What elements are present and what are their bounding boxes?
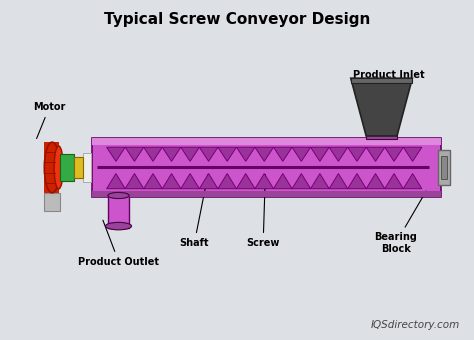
Bar xyxy=(108,195,129,228)
Bar xyxy=(438,150,450,185)
Polygon shape xyxy=(310,174,329,189)
Bar xyxy=(441,155,447,180)
Text: Screw: Screw xyxy=(246,174,280,248)
Polygon shape xyxy=(292,147,310,162)
Text: Product Inlet: Product Inlet xyxy=(353,70,425,104)
Ellipse shape xyxy=(54,146,63,189)
Text: Product Outlet: Product Outlet xyxy=(78,220,159,267)
Polygon shape xyxy=(181,147,200,162)
Polygon shape xyxy=(385,147,403,162)
Bar xyxy=(366,131,397,139)
Polygon shape xyxy=(125,147,144,162)
Polygon shape xyxy=(348,147,366,162)
Polygon shape xyxy=(273,147,292,162)
Polygon shape xyxy=(348,174,366,189)
Polygon shape xyxy=(144,174,162,189)
Text: Shaft: Shaft xyxy=(180,174,209,248)
Polygon shape xyxy=(162,147,181,162)
Text: Bearing
Block: Bearing Block xyxy=(374,191,426,254)
Polygon shape xyxy=(107,174,125,189)
Bar xyxy=(45,193,60,211)
Polygon shape xyxy=(329,147,348,162)
Ellipse shape xyxy=(108,192,129,199)
Polygon shape xyxy=(403,174,422,189)
Polygon shape xyxy=(200,174,218,189)
Polygon shape xyxy=(329,174,348,189)
Polygon shape xyxy=(273,174,292,189)
Polygon shape xyxy=(255,147,273,162)
Polygon shape xyxy=(107,147,125,162)
Polygon shape xyxy=(351,78,412,136)
Ellipse shape xyxy=(45,142,60,193)
Polygon shape xyxy=(366,147,385,162)
Bar xyxy=(92,138,441,197)
Polygon shape xyxy=(218,174,237,189)
Polygon shape xyxy=(403,147,422,162)
Polygon shape xyxy=(200,147,218,162)
Polygon shape xyxy=(310,147,329,162)
Polygon shape xyxy=(125,174,144,189)
Polygon shape xyxy=(237,147,255,162)
Bar xyxy=(82,153,91,182)
Bar xyxy=(60,154,74,181)
Polygon shape xyxy=(385,174,403,189)
Polygon shape xyxy=(366,174,385,189)
Polygon shape xyxy=(237,174,255,189)
Text: Motor: Motor xyxy=(33,102,65,138)
Ellipse shape xyxy=(105,222,131,230)
Polygon shape xyxy=(162,174,181,189)
Text: IQSdirectory.com: IQSdirectory.com xyxy=(371,320,460,330)
Bar xyxy=(74,157,82,178)
Polygon shape xyxy=(144,147,162,162)
Bar xyxy=(45,142,59,193)
Bar xyxy=(92,138,441,145)
Text: Typical Screw Conveyor Design: Typical Screw Conveyor Design xyxy=(104,12,370,27)
Polygon shape xyxy=(218,147,237,162)
Bar xyxy=(351,78,412,83)
Bar xyxy=(92,191,441,197)
Polygon shape xyxy=(292,174,310,189)
Polygon shape xyxy=(255,174,273,189)
Polygon shape xyxy=(181,174,200,189)
